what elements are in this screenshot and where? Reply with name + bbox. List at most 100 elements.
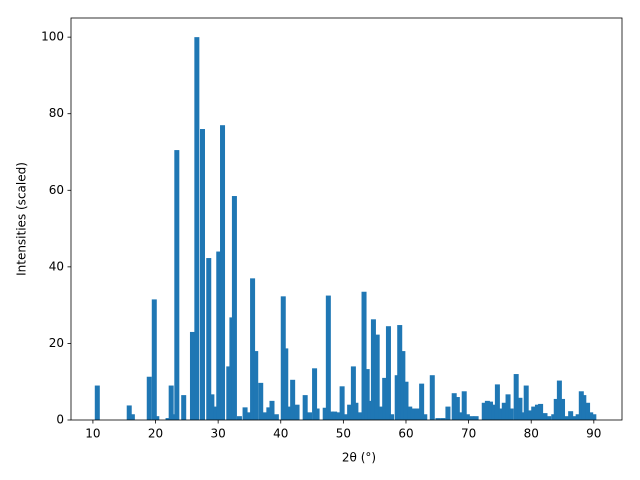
bar <box>588 412 594 420</box>
bar <box>581 395 587 420</box>
bar <box>226 366 232 420</box>
y-tick-label: 20 <box>49 336 64 350</box>
bar <box>302 395 308 420</box>
bar <box>553 398 559 420</box>
bar <box>189 331 195 420</box>
bar <box>410 408 417 420</box>
bar <box>357 412 363 420</box>
bar <box>253 351 259 420</box>
bar <box>422 414 428 420</box>
bar <box>322 407 328 420</box>
bar <box>269 400 275 420</box>
bar <box>403 381 409 420</box>
bar <box>216 251 222 420</box>
bar <box>464 414 470 420</box>
y-tick-label: 80 <box>49 106 64 120</box>
bar <box>290 379 296 420</box>
bar <box>451 393 457 420</box>
bar <box>361 291 367 420</box>
bar <box>538 403 544 420</box>
bar <box>343 414 350 420</box>
bar <box>382 377 388 420</box>
bar <box>242 407 248 420</box>
bar <box>454 397 460 420</box>
bar <box>419 383 425 420</box>
bar <box>591 414 597 420</box>
bar <box>312 368 318 420</box>
bar <box>367 400 373 420</box>
bar <box>335 412 341 420</box>
bar <box>347 404 353 420</box>
y-axis-label: Intensities (scaled) <box>15 162 29 276</box>
bar <box>370 319 376 420</box>
y-tick-label: 40 <box>49 259 64 273</box>
bar <box>469 416 475 420</box>
bar <box>505 394 511 420</box>
bar <box>440 418 446 420</box>
y-tick-label: 100 <box>41 30 64 44</box>
bar <box>429 375 435 420</box>
x-tick-label: 70 <box>461 427 476 441</box>
bar <box>397 325 403 420</box>
bar <box>494 384 500 420</box>
bar <box>513 374 519 420</box>
bar <box>523 385 529 420</box>
bar <box>378 406 384 420</box>
bar <box>435 418 441 420</box>
plot-frame <box>70 17 623 421</box>
bar <box>283 348 289 420</box>
bar <box>575 414 581 420</box>
bar <box>165 418 171 420</box>
x-tick-label: 20 <box>148 427 163 441</box>
bar <box>527 410 533 420</box>
bar <box>585 402 591 420</box>
x-tick-label: 50 <box>336 427 351 441</box>
bar <box>498 408 504 420</box>
bar <box>206 258 212 420</box>
bar <box>231 196 237 420</box>
bar <box>194 37 200 421</box>
bar <box>461 391 467 420</box>
bar <box>236 416 242 420</box>
x-tick-label: 80 <box>524 427 539 441</box>
bar <box>266 407 272 420</box>
bar <box>560 398 566 420</box>
x-tick-label: 30 <box>211 427 226 441</box>
bar <box>199 129 205 420</box>
bar <box>400 351 406 420</box>
bar <box>571 416 577 420</box>
bar <box>262 412 268 420</box>
bar <box>213 406 219 420</box>
bar <box>146 376 152 420</box>
bar <box>126 405 132 420</box>
bar <box>508 408 514 420</box>
bar <box>250 278 256 420</box>
bar <box>339 386 345 420</box>
bar <box>414 408 420 420</box>
bar <box>534 404 540 420</box>
bar <box>556 380 562 420</box>
bar <box>353 402 359 420</box>
y-tick-label: 60 <box>49 183 64 197</box>
bar <box>307 412 313 420</box>
bar <box>314 408 320 420</box>
x-axis-label: 2θ (°) <box>342 451 376 465</box>
bar <box>328 411 334 420</box>
bar <box>517 397 523 420</box>
bar <box>374 334 380 420</box>
bar <box>445 406 451 420</box>
bar <box>350 366 356 420</box>
bar <box>563 416 569 420</box>
bar <box>151 299 157 420</box>
bar <box>332 411 338 420</box>
bar <box>258 382 264 420</box>
bar <box>501 402 507 420</box>
bar <box>542 413 548 420</box>
bar <box>174 150 180 421</box>
bar <box>473 416 479 420</box>
bar <box>129 414 135 420</box>
bar <box>94 385 100 420</box>
bar <box>481 402 487 420</box>
